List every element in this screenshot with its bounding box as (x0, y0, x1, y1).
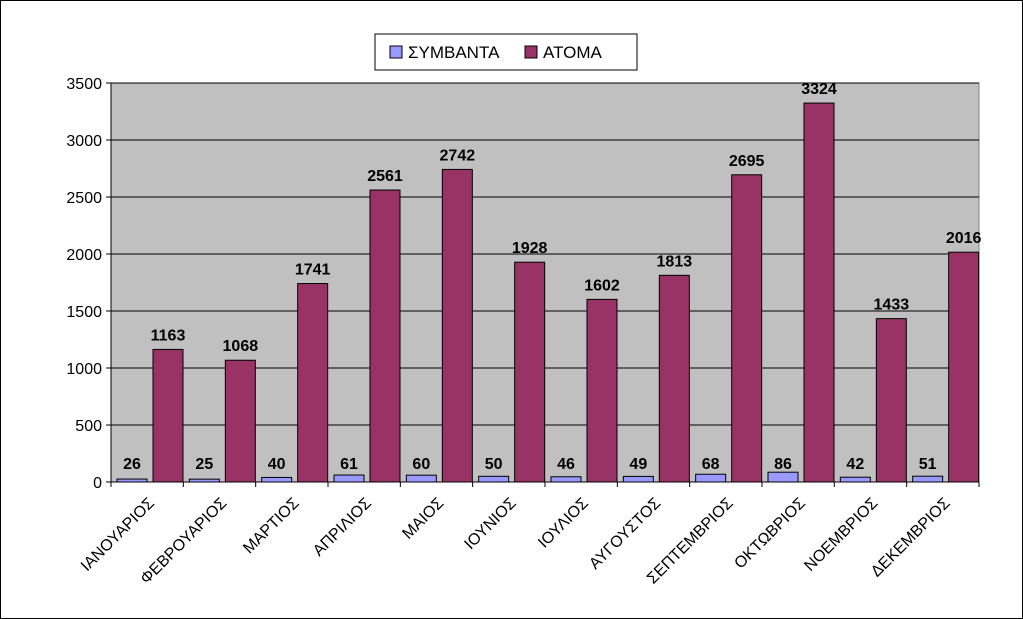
y-tick-label: 3500 (66, 76, 102, 93)
data-label-symbanta: 51 (919, 456, 937, 473)
bar-symbanta (550, 476, 582, 483)
bar-atoma (658, 274, 690, 483)
data-label-atoma: 3324 (801, 81, 837, 98)
y-tick-label: 500 (75, 418, 102, 435)
bar-atoma (948, 251, 980, 483)
data-label-symbanta: 61 (340, 456, 358, 473)
data-label-atoma: 2695 (729, 153, 765, 170)
x-category-label: ΙΑΝΟΥΑΡΙΟΣ (78, 495, 158, 575)
y-tick-label: 3000 (66, 133, 102, 150)
bar-atoma (875, 318, 907, 483)
x-category-label: ΙΟΥΛΙΟΣ (535, 495, 592, 552)
bar-symbanta (333, 474, 365, 483)
bar-symbanta (188, 478, 220, 483)
legend-swatch-symbanta (389, 45, 403, 59)
data-label-symbanta: 49 (629, 456, 647, 473)
y-tick-label: 1000 (66, 361, 102, 378)
legend-label-symbanta: ΣΥΜΒΑΝΤΑ (408, 43, 500, 62)
bar-symbanta (478, 475, 510, 483)
data-label-symbanta: 50 (485, 456, 503, 473)
x-category-label: ΑΠΡΙΛΙΟΣ (310, 495, 375, 560)
legend-label-atoma: ΑΤΟΜΑ (543, 43, 603, 62)
x-category-label: ΜΑΡΤΙΟΣ (240, 495, 302, 557)
data-label-symbanta: 86 (774, 456, 792, 473)
y-tick-label: 2500 (66, 190, 102, 207)
data-label-symbanta: 26 (123, 456, 141, 473)
data-label-symbanta: 42 (846, 456, 864, 473)
x-category-label: ΟΚΤΩΒΡΙΟΣ (731, 495, 809, 573)
data-label-atoma: 1741 (295, 262, 331, 279)
data-label-atoma: 1602 (584, 277, 620, 294)
bar-symbanta (261, 476, 293, 483)
bar-symbanta (912, 475, 944, 483)
legend-swatch-atoma (524, 45, 538, 59)
x-category-label: ΙΟΥΝΙΟΣ (461, 495, 519, 553)
bar-atoma (297, 283, 329, 483)
data-label-atoma: 1068 (223, 338, 259, 355)
data-label-atoma: 2742 (440, 147, 476, 164)
bar-atoma (441, 168, 473, 483)
bar-symbanta (622, 475, 654, 483)
bar-symbanta (767, 471, 799, 483)
bar-atoma (803, 102, 835, 483)
bar-atoma (152, 348, 184, 483)
x-category-label: ΔΕΚΕΜΒΡΙΟΣ (868, 495, 954, 581)
data-label-symbanta: 68 (702, 456, 720, 473)
data-label-atoma: 1163 (151, 327, 186, 344)
data-label-atoma: 2561 (367, 168, 403, 185)
bar-atoma (369, 189, 401, 483)
data-label-symbanta: 46 (557, 456, 575, 473)
legend-box (374, 33, 638, 71)
y-tick-label: 2000 (66, 247, 102, 264)
bar-symbanta (839, 476, 871, 483)
data-label-atoma: 1928 (512, 240, 548, 257)
bar-atoma (224, 359, 256, 483)
x-category-label: ΝΟΕΜΒΡΙΟΣ (801, 495, 881, 575)
x-category-label: ΑΥΓΟΥΣΤΟΣ (586, 495, 664, 573)
bar-symbanta (116, 478, 148, 483)
bar-symbanta (405, 474, 437, 483)
bar-atoma (586, 298, 618, 483)
data-label-atoma: 1433 (874, 297, 910, 314)
data-label-atoma: 2016 (946, 230, 982, 247)
bar-atoma (731, 174, 763, 483)
bar-atoma (514, 261, 546, 483)
data-label-symbanta: 25 (195, 456, 213, 473)
x-category-label: ΜΑΙΟΣ (399, 495, 447, 543)
data-label-symbanta: 60 (412, 456, 430, 473)
bar-symbanta (695, 473, 727, 483)
y-tick-label: 0 (93, 475, 102, 492)
data-label-atoma: 1813 (657, 253, 693, 270)
data-label-symbanta: 40 (268, 456, 286, 473)
y-tick-label: 1500 (66, 304, 102, 321)
